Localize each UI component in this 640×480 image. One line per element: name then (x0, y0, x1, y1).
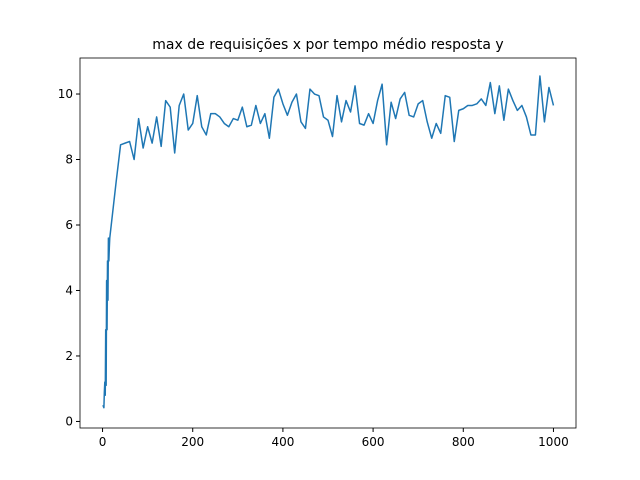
y-tick-label: 4 (65, 283, 73, 297)
y-tick-label: 2 (65, 349, 73, 363)
y-tick-label: 8 (65, 153, 73, 167)
data-line (102, 75, 555, 409)
chart-title: max de requisições x por tempo médio res… (152, 37, 503, 53)
x-tick-label: 600 (362, 435, 385, 449)
x-tick-label: 200 (181, 435, 204, 449)
x-tick-label: 0 (99, 435, 107, 449)
x-tick-label: 1000 (538, 435, 569, 449)
x-tick-label: 800 (452, 435, 475, 449)
y-tick-label: 10 (58, 87, 73, 101)
x-tick-label: 400 (271, 435, 294, 449)
y-tick-label: 6 (65, 218, 73, 232)
plot-frame (79, 57, 577, 429)
y-tick-label: 0 (65, 414, 73, 428)
